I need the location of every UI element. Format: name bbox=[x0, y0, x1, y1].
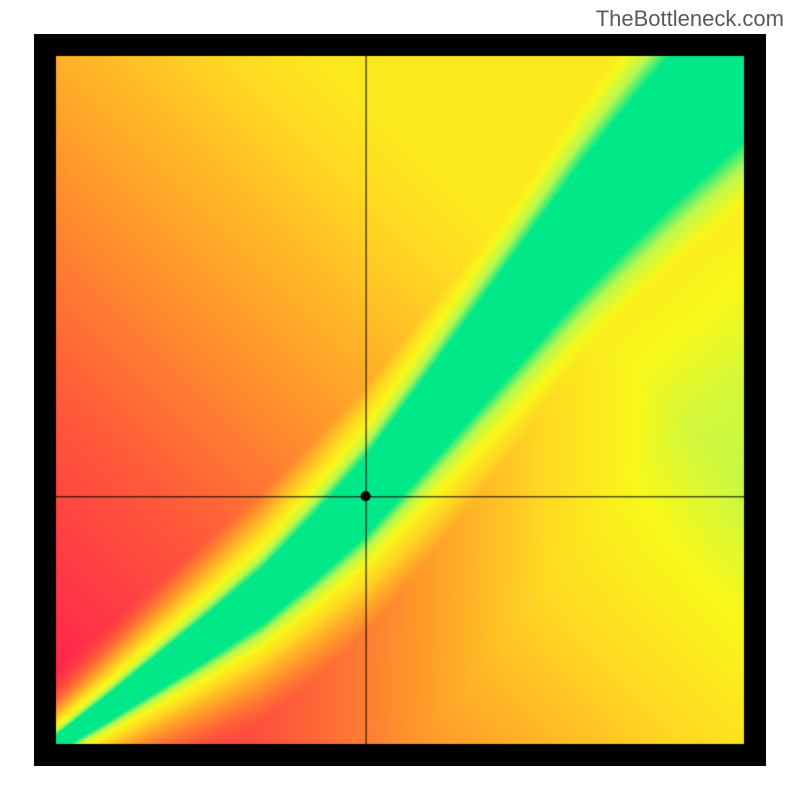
chart-frame bbox=[34, 34, 766, 766]
page-container: TheBottleneck.com bbox=[0, 0, 800, 800]
watermark-text: TheBottleneck.com bbox=[596, 6, 784, 32]
bottleneck-heatmap bbox=[34, 34, 766, 766]
